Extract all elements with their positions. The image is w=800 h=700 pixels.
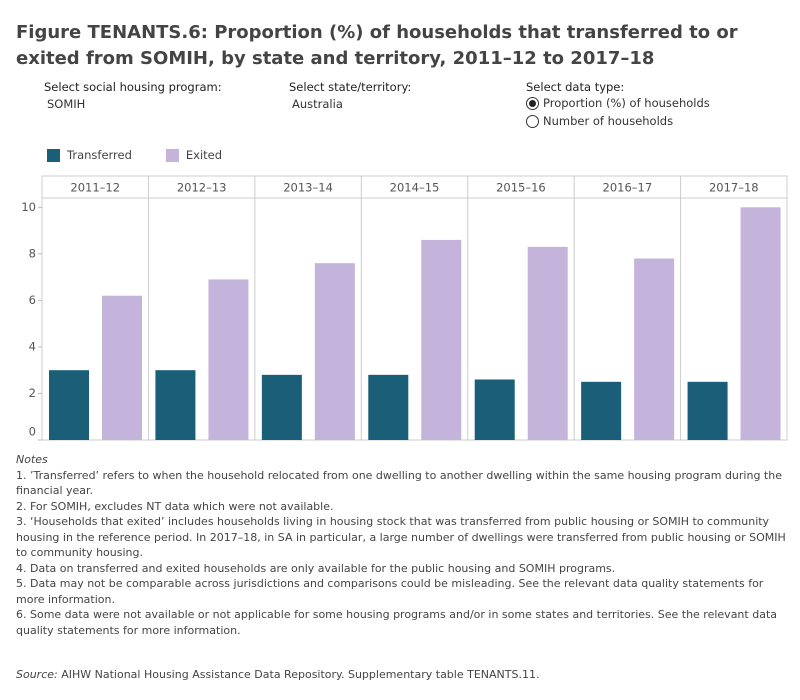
y-tick-label: 8 — [29, 246, 36, 260]
notes: Notes 1. ’Transferred’ refers to when th… — [16, 452, 791, 638]
bar — [208, 279, 249, 440]
source: Source: AIHW National Housing Assistance… — [16, 668, 539, 681]
bar — [634, 258, 675, 440]
bar — [102, 295, 142, 440]
y-tick-label: 4 — [29, 339, 36, 353]
note: 4. Data on transferred and exited househ… — [16, 561, 616, 575]
notes-heading: Notes — [16, 453, 48, 466]
legend-swatch — [47, 148, 60, 162]
note: 6. Some data were not available or not a… — [16, 608, 777, 637]
bar — [474, 379, 515, 440]
column-header: 2016–17 — [603, 181, 653, 195]
y-tick-label: 6 — [29, 293, 36, 307]
legend-swatch — [165, 148, 179, 162]
bar — [421, 239, 462, 440]
radio-button[interactable] — [526, 96, 539, 110]
column-header: 2011–12 — [70, 181, 120, 195]
bar — [49, 370, 89, 440]
dropdown[interactable]: Australia — [292, 97, 343, 111]
note: 5. Data may not be comparable across jur… — [16, 577, 764, 606]
radio-button[interactable] — [526, 114, 539, 128]
dropdown[interactable]: SOMIH — [47, 97, 86, 111]
column-header: 2017–18 — [709, 181, 759, 195]
control-label: Select data type: — [526, 80, 625, 94]
control-label: Select social housing program: — [44, 80, 222, 94]
radio-option[interactable]: Proportion (%) of households — [526, 96, 710, 110]
radio-group: Proportion (%) of households Number of ho… — [526, 96, 710, 132]
bar — [687, 381, 728, 440]
legend-label: Transferred — [67, 148, 132, 162]
plot-frame — [41, 175, 788, 441]
y-tick-label: 0 — [29, 425, 36, 439]
note: 1. ’Transferred’ refers to when the hous… — [16, 468, 782, 498]
bar — [314, 263, 355, 440]
radio-label: Number of households — [543, 114, 674, 128]
column-header: 2015–16 — [496, 181, 546, 195]
y-tick-label: 10 — [21, 200, 36, 214]
column-header: 2012–13 — [177, 181, 227, 195]
y-tick-label: 2 — [29, 386, 36, 400]
bar — [155, 370, 196, 440]
note: 3. ‘Households that exited’ includes hou… — [16, 515, 786, 559]
legend-label: Exited — [185, 148, 223, 162]
legend-item: Transferred — [47, 148, 132, 162]
chart-title: Figure TENANTS.6: Proportion (%) of hous… — [16, 22, 738, 69]
legend-item: Exited — [165, 148, 223, 162]
bar — [581, 381, 622, 440]
control-label: Select state/territory: — [289, 80, 412, 94]
bar — [368, 374, 409, 440]
column-header: 2013–14 — [283, 181, 333, 195]
chart: 0 2 4 6 8 10 2011–12 2012–13 2013–14 2014–15 2015–… — [21, 175, 788, 441]
bar — [527, 246, 568, 440]
bar — [261, 374, 302, 440]
bar — [740, 207, 781, 440]
source-text: AIHW National Housing Assistance Data Re… — [57, 668, 540, 681]
radio-label: Proportion (%) of households — [543, 96, 710, 110]
source-label: Source: — [16, 668, 58, 681]
column-header: 2014–15 — [390, 181, 440, 195]
note: 2. For SOMIH, excludes NT data which wer… — [16, 499, 334, 513]
legend: Transferred Exited — [47, 148, 222, 162]
radio-option[interactable]: Number of households — [526, 114, 710, 128]
